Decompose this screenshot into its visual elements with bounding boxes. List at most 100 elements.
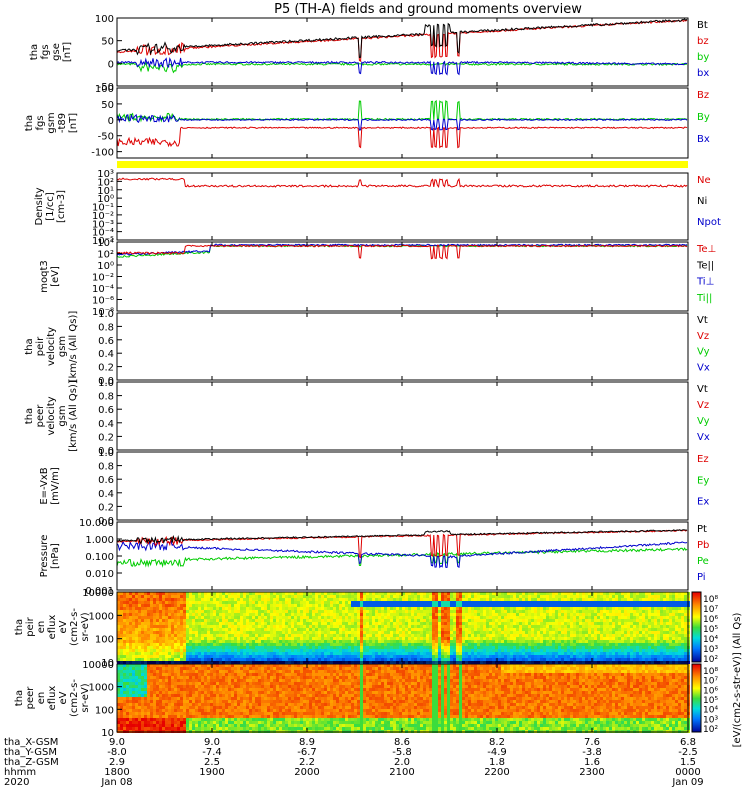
legend-bz: bz	[697, 36, 709, 47]
ytick-label: 0.6	[98, 405, 114, 416]
ytick-label: 0.6	[98, 336, 114, 347]
legend-Vt: Vt	[697, 315, 708, 326]
legend-Ti⊥: Ti⊥	[696, 277, 714, 288]
xaxis-date: Jan 09	[671, 777, 703, 788]
ylabel-line: [km/s (All Qs)]	[68, 380, 79, 452]
xaxis-y-value: -6.7	[297, 747, 317, 758]
colorbar-tick: 10³	[703, 715, 718, 725]
xaxis-hhmm-value: 2100	[389, 767, 414, 778]
colorbar-tick: 10⁸	[703, 595, 718, 605]
ytick-label: 0.2	[98, 502, 114, 513]
xaxis-z-value: 1.8	[489, 757, 505, 768]
ylabel-line: sr-eV)	[80, 683, 91, 712]
legend-by: by	[697, 52, 709, 63]
ytick-label: 0.0	[98, 376, 114, 387]
colorbar-tick: 10⁷	[703, 677, 718, 687]
ytick-label: 10⁻¹	[92, 203, 114, 214]
ylabel-density: Density [1/cc] [cm-3]	[34, 187, 67, 225]
heatmap-peer	[117, 664, 690, 733]
ylabel-temp: moqt3 [eV]	[39, 260, 61, 293]
legend-Bt: Bt	[697, 20, 708, 31]
xaxis-y-value: -3.8	[582, 747, 602, 758]
xaxis-hhmm-value: 1800	[104, 767, 129, 778]
legend-Pi: Pi	[697, 572, 706, 583]
ytick-label: 0.8	[98, 392, 114, 403]
ylabel-line: eV	[58, 691, 69, 704]
ylabel-line: gsm	[57, 405, 68, 426]
ylabel-line: eflux	[47, 615, 58, 640]
ytick-label: 10	[101, 658, 114, 669]
ylabel-line: en	[36, 692, 47, 705]
legend-Te⊥: Te⊥	[696, 244, 716, 255]
xaxis-row-label: tha_Y-GSM	[4, 747, 57, 758]
ylabel-line: [km/s (All Qs)]	[68, 311, 79, 383]
ytick-label: 10⁻⁵	[92, 236, 114, 247]
legend-Pb: Pb	[697, 540, 709, 551]
ytick-label: 1000	[89, 611, 114, 622]
plot-title: P5 (TH-A) fields and ground moments over…	[274, 2, 582, 17]
legend-Ey: Ey	[697, 475, 709, 486]
ytick-label: 50	[101, 37, 114, 48]
ytick-label: 0.6	[98, 475, 114, 486]
xaxis-x-value: 7.6	[584, 737, 600, 748]
xaxis-row-label: tha_X-GSM	[4, 737, 58, 748]
ylabel-line: [cm-3]	[56, 190, 67, 223]
ytick-label: 10⁰	[97, 194, 114, 205]
ytick-label: 100	[95, 14, 114, 25]
flag-bar	[117, 161, 688, 168]
xaxis-y-value: -7.4	[202, 747, 222, 758]
ytick-label: 10⁻⁴	[92, 228, 114, 239]
ylabel-line: sr-eV)	[80, 612, 91, 641]
ylabel-pressure: Pressure [nPa]	[39, 535, 61, 578]
colorbar-tick: 10⁷	[703, 605, 718, 615]
ytick-label: 10	[101, 728, 114, 739]
ylabel-line: gse	[51, 43, 62, 61]
ylabel-line: en	[36, 621, 47, 634]
ytick-label: 1.0	[98, 309, 114, 320]
ytick-label: 10³	[97, 169, 114, 180]
ylabel-line: -t89	[57, 113, 68, 133]
colorbar-tick: 10⁴	[703, 706, 718, 716]
legend-Vy: Vy	[697, 416, 710, 427]
ytick-label: 10⁴	[97, 238, 114, 249]
panel-frame-peer_vel	[116, 381, 689, 451]
heatmap-peir	[117, 592, 690, 664]
series-Pb	[116, 529, 688, 559]
ytick-label: 0.0	[98, 516, 114, 527]
ylabel-fgs_gse: tha fgs gse [nT]	[29, 42, 73, 62]
legend-By: By	[697, 112, 710, 123]
series-bt	[116, 18, 688, 59]
ytick-label: 0.4	[98, 489, 114, 500]
series-Pt	[116, 529, 687, 545]
ytick-label: 0.2	[98, 432, 114, 443]
series-by	[116, 61, 688, 74]
legend-Vz: Vz	[697, 400, 709, 411]
ytick-label: -50	[98, 82, 114, 93]
series-Ne	[116, 177, 688, 188]
legend-Vx: Vx	[697, 432, 710, 443]
colorbar-tick: 10³	[703, 645, 718, 655]
ytick-label: 10⁻²	[92, 273, 114, 284]
series-bz	[116, 19, 688, 62]
ylabel-line: Pressure	[39, 535, 50, 578]
ylabel-line: tha	[24, 115, 35, 131]
data-layer	[116, 18, 690, 733]
legend-Pe: Pe	[697, 556, 709, 567]
ylabel-line: tha	[14, 619, 25, 635]
ytick-label: 0	[108, 116, 114, 127]
ytick-label: 100	[95, 635, 114, 646]
ytick-label: 0.4	[98, 349, 114, 360]
series-Pe	[116, 547, 688, 568]
xaxis-hhmm-value: 2300	[579, 767, 604, 778]
ytick-label: 10.000	[79, 518, 114, 529]
xaxis-x-value: 8.9	[299, 737, 315, 748]
ytick-label: 10⁻³	[92, 219, 114, 230]
ylabel-line: gsm	[57, 336, 68, 357]
ytick-label: 100	[95, 705, 114, 716]
xaxis-x-value: 8.6	[394, 737, 410, 748]
ylabel-line: Density	[34, 187, 45, 225]
ylabel-line: fgs	[40, 44, 51, 59]
xaxis-row-label: 2020	[4, 777, 29, 788]
ylabel-line: eV	[58, 620, 69, 633]
